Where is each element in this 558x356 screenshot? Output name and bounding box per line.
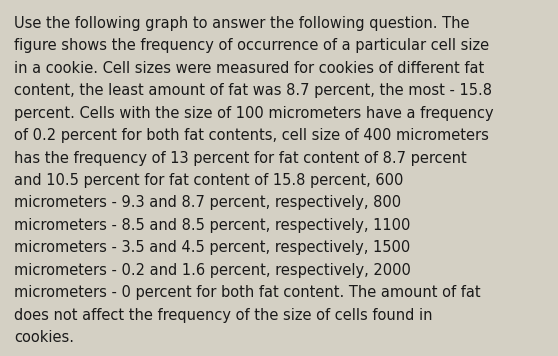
- Text: of 0.2 percent for both fat contents, cell size of 400 micrometers: of 0.2 percent for both fat contents, ce…: [14, 128, 489, 143]
- Text: and 10.5 percent for fat content of 15.8 percent, 600: and 10.5 percent for fat content of 15.8…: [14, 173, 403, 188]
- Text: does not affect the frequency of the size of cells found in: does not affect the frequency of the siz…: [14, 308, 432, 323]
- Text: micrometers - 0.2 and 1.6 percent, respectively, 2000: micrometers - 0.2 and 1.6 percent, respe…: [14, 263, 411, 278]
- Text: micrometers - 9.3 and 8.7 percent, respectively, 800: micrometers - 9.3 and 8.7 percent, respe…: [14, 195, 401, 210]
- Text: figure shows the frequency of occurrence of a particular cell size: figure shows the frequency of occurrence…: [14, 38, 489, 53]
- Text: percent. Cells with the size of 100 micrometers have a frequency: percent. Cells with the size of 100 micr…: [14, 106, 494, 121]
- Text: cookies.: cookies.: [14, 330, 74, 345]
- Text: micrometers - 8.5 and 8.5 percent, respectively, 1100: micrometers - 8.5 and 8.5 percent, respe…: [14, 218, 410, 233]
- Text: in a cookie. Cell sizes were measured for cookies of different fat: in a cookie. Cell sizes were measured fo…: [14, 61, 484, 76]
- Text: Use the following graph to answer the following question. The: Use the following graph to answer the fo…: [14, 16, 469, 31]
- Text: micrometers - 3.5 and 4.5 percent, respectively, 1500: micrometers - 3.5 and 4.5 percent, respe…: [14, 240, 410, 255]
- Text: has the frequency of 13 percent for fat content of 8.7 percent: has the frequency of 13 percent for fat …: [14, 151, 466, 166]
- Text: content, the least amount of fat was 8.7 percent, the most - 15.8: content, the least amount of fat was 8.7…: [14, 83, 492, 98]
- Text: micrometers - 0 percent for both fat content. The amount of fat: micrometers - 0 percent for both fat con…: [14, 285, 480, 300]
